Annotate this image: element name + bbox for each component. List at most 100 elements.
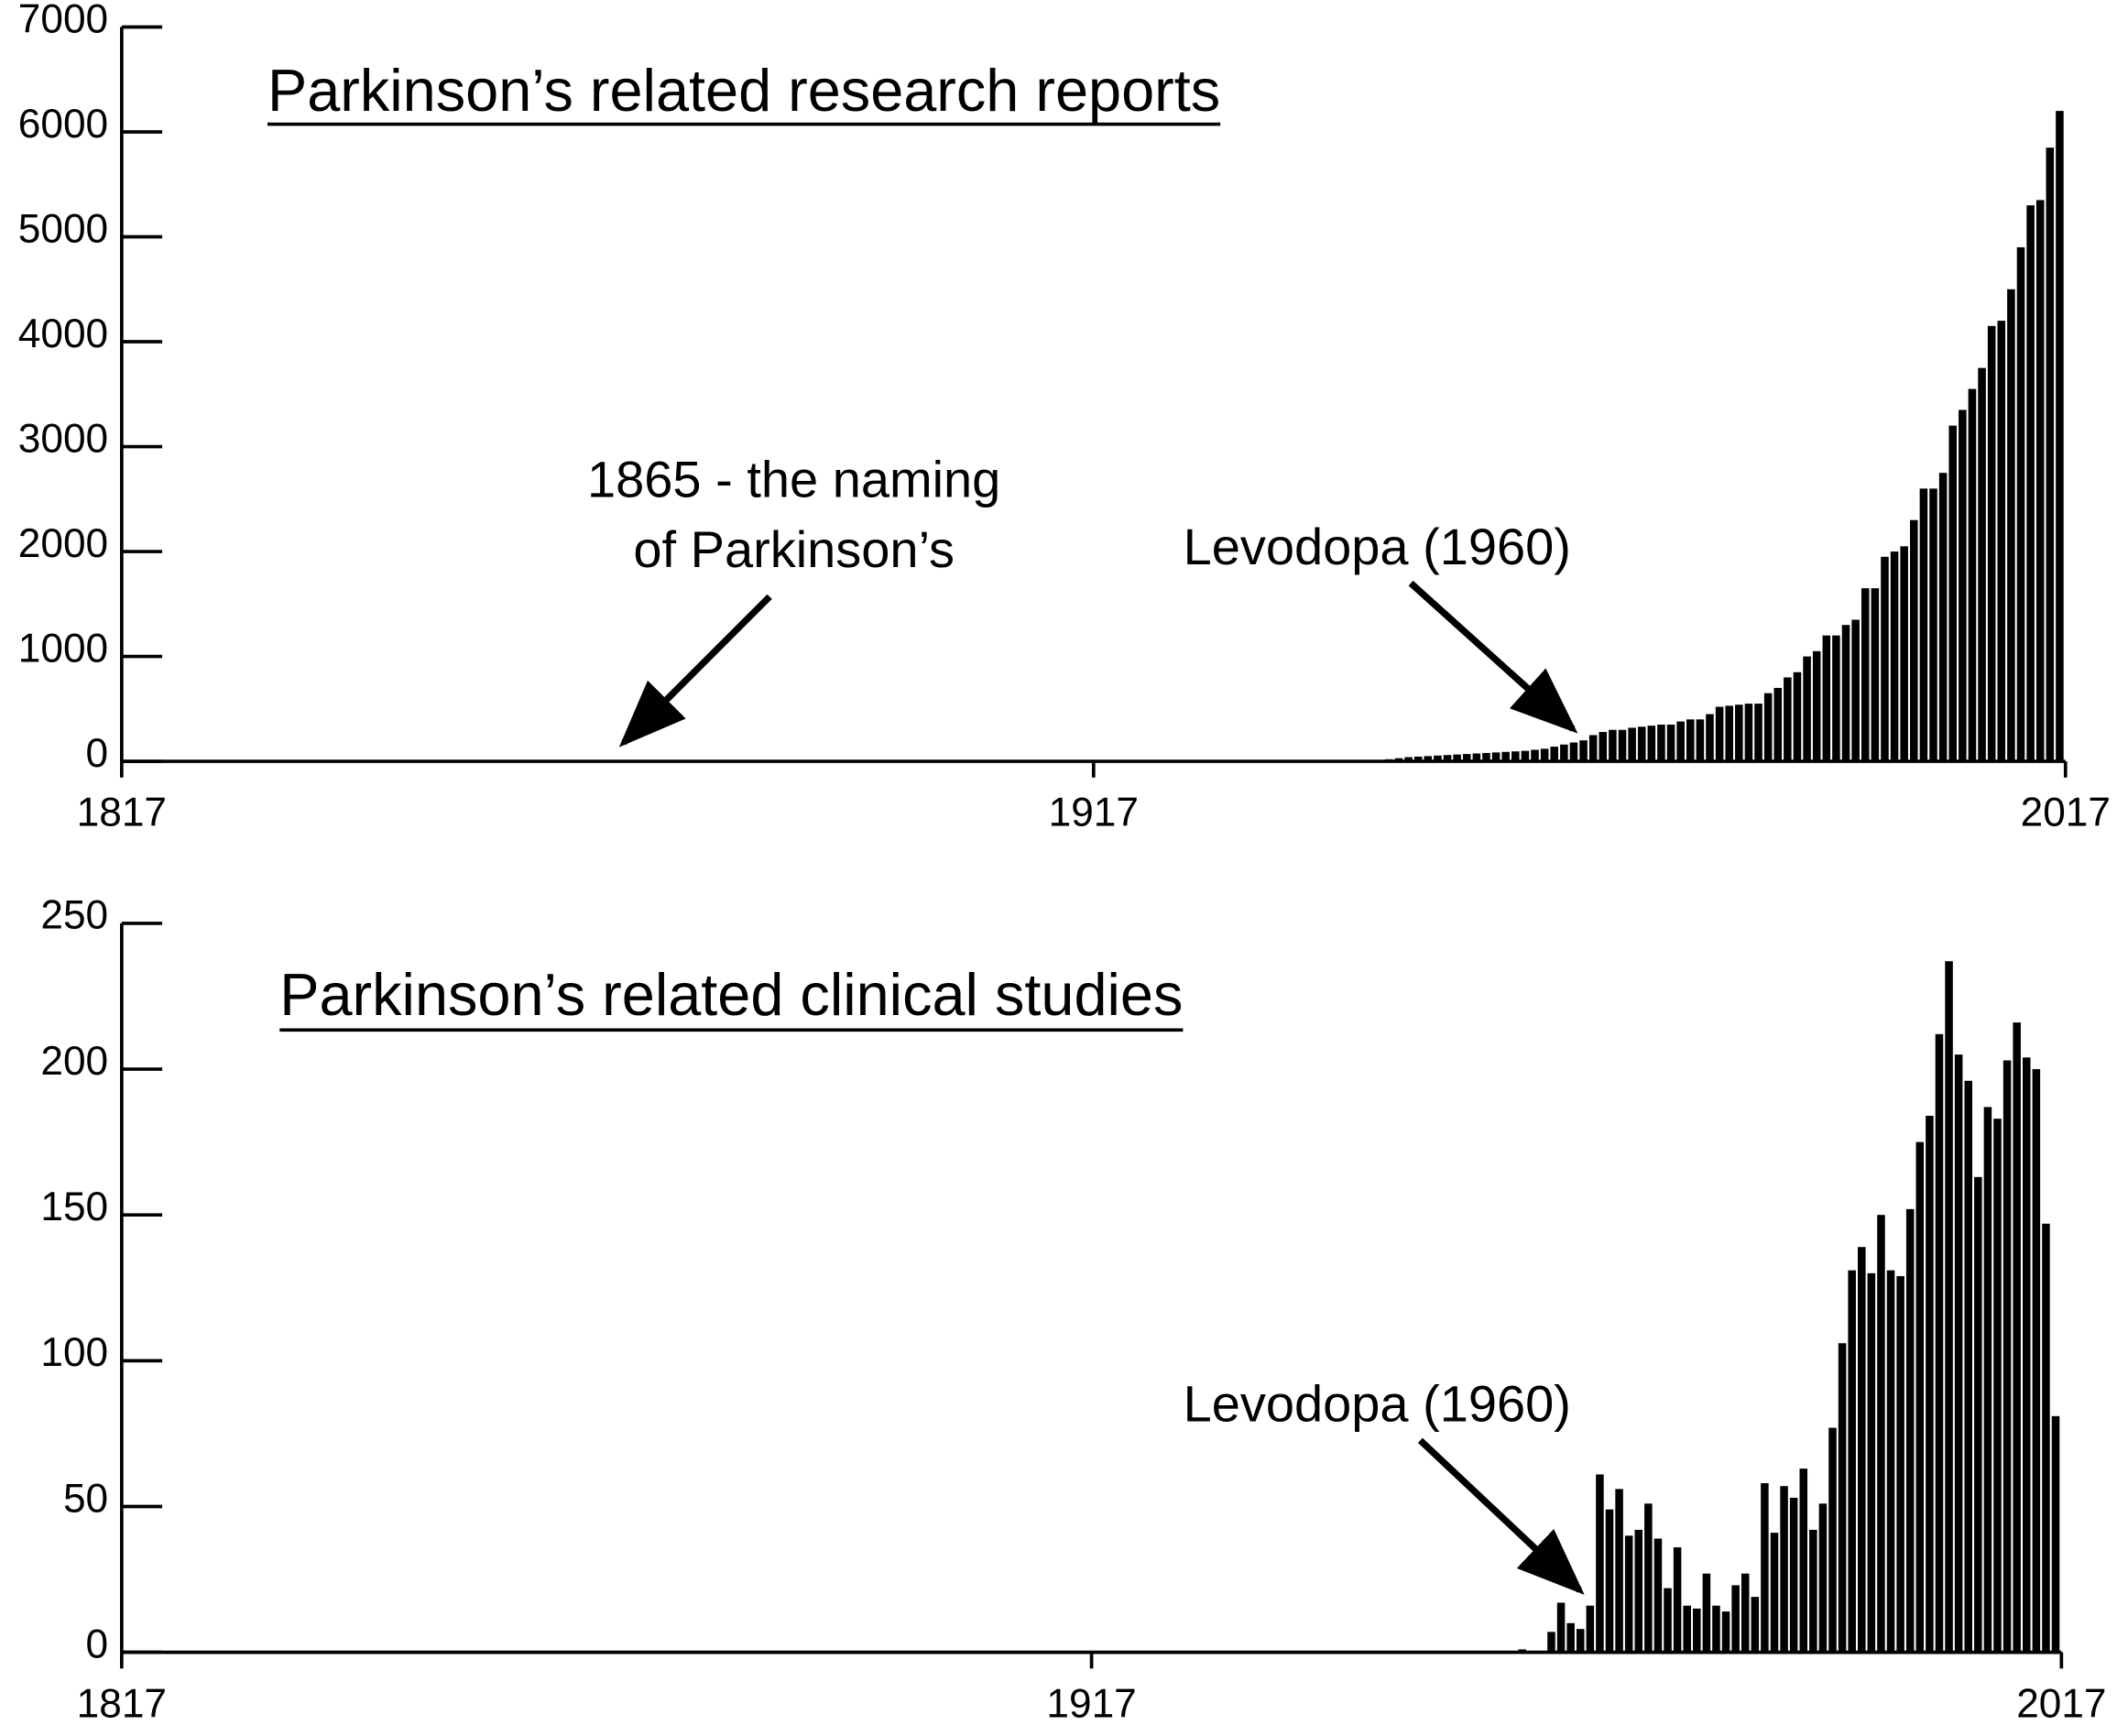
bar xyxy=(1696,719,1705,762)
x-tick-label: 2017 xyxy=(2021,791,2111,835)
chart-title: Parkinson’s related research reports xyxy=(267,57,1220,124)
x-tick-label: 1917 xyxy=(1046,1681,1136,1726)
bar xyxy=(2032,1069,2041,1653)
bar xyxy=(1968,388,1977,762)
bar xyxy=(1618,729,1627,762)
bar xyxy=(1653,1538,1663,1653)
bar xyxy=(1770,1533,1779,1653)
bar xyxy=(1848,1270,1856,1653)
y-tick-label: 1000 xyxy=(18,626,108,671)
bar xyxy=(1896,1276,1904,1653)
bar xyxy=(1644,1503,1653,1653)
bar xyxy=(1556,1602,1566,1653)
bar xyxy=(1945,961,1953,1653)
bar xyxy=(1867,1272,1876,1653)
bar xyxy=(1609,729,1617,762)
bar xyxy=(1744,704,1753,762)
bar xyxy=(1731,1585,1740,1653)
x-tick-label: 1817 xyxy=(77,1681,167,1726)
y-tick-label: 50 xyxy=(63,1476,108,1521)
bar xyxy=(1394,758,1403,762)
bar xyxy=(1673,1547,1682,1653)
bar xyxy=(1773,687,1783,762)
bar xyxy=(1462,754,1471,762)
bar xyxy=(1954,1054,1963,1653)
bar xyxy=(1978,367,1986,762)
bar xyxy=(2016,246,2025,762)
x-tick-label: 1817 xyxy=(77,791,167,835)
bar xyxy=(1926,1115,1934,1653)
bar xyxy=(1615,1489,1623,1653)
bar xyxy=(1624,1535,1633,1653)
bar xyxy=(2046,147,2055,762)
bar xyxy=(1443,755,1452,762)
bar xyxy=(1983,1107,1992,1653)
bar xyxy=(1964,1080,1973,1653)
bar xyxy=(1540,748,1549,762)
bar xyxy=(1851,619,1860,762)
bar xyxy=(1628,727,1636,762)
bar xyxy=(1799,1469,1808,1653)
bar xyxy=(1404,757,1413,762)
y-tick-label: 150 xyxy=(40,1185,108,1229)
bar xyxy=(1434,755,1442,762)
bar xyxy=(1501,751,1510,762)
bar xyxy=(2035,200,2045,762)
bar xyxy=(1841,625,1850,762)
bar xyxy=(1812,650,1821,762)
bar xyxy=(1910,519,1918,762)
bar xyxy=(1385,759,1393,762)
bar xyxy=(1453,754,1461,762)
bar xyxy=(1521,750,1530,762)
bar xyxy=(1715,706,1724,762)
bar xyxy=(1741,1573,1750,1653)
bar xyxy=(1974,1176,1982,1653)
bar xyxy=(1822,635,1831,762)
bar xyxy=(2023,1057,2031,1653)
bar xyxy=(1588,735,1598,762)
bar xyxy=(1472,753,1481,762)
bar xyxy=(1784,677,1792,762)
bar xyxy=(1702,1573,1711,1653)
bar xyxy=(1793,671,1802,762)
bar xyxy=(1676,721,1685,762)
y-tick-label: 100 xyxy=(40,1330,108,1375)
bar xyxy=(1721,1611,1730,1653)
bar xyxy=(1566,1622,1575,1653)
bar xyxy=(1763,693,1773,762)
bar xyxy=(1550,747,1559,762)
bar xyxy=(1637,726,1646,762)
bar xyxy=(1560,744,1568,762)
annotation: of Parkinson’s xyxy=(633,520,955,578)
bar xyxy=(1547,1632,1555,1653)
bar xyxy=(1919,488,1928,762)
bar xyxy=(1818,1503,1828,1653)
bar xyxy=(1877,1215,1885,1653)
bar xyxy=(1993,1119,2002,1653)
arrow xyxy=(618,594,772,748)
y-tick-label: 4000 xyxy=(18,311,108,356)
y-tick-label: 7000 xyxy=(18,0,108,41)
y-tick-label: 6000 xyxy=(18,102,108,147)
arrow xyxy=(1417,1437,1585,1595)
bar xyxy=(1491,752,1500,762)
bar xyxy=(1569,742,1578,762)
x-tick-label: 2017 xyxy=(2016,1681,2106,1726)
bar xyxy=(1683,1605,1691,1653)
chart-title: Parkinson’s related clinical studies xyxy=(279,961,1183,1028)
y-tick-label: 2000 xyxy=(18,521,108,566)
bar xyxy=(1900,546,1908,762)
bar xyxy=(1751,1597,1760,1653)
bar xyxy=(1948,425,1958,762)
bar xyxy=(1596,1474,1604,1653)
y-tick-label: 0 xyxy=(86,1621,109,1666)
bar xyxy=(1959,409,1967,762)
y-tick-label: 0 xyxy=(86,731,109,776)
y-tick-label: 3000 xyxy=(18,416,108,461)
bar xyxy=(1828,1427,1837,1653)
bar xyxy=(1935,1033,1944,1653)
bar xyxy=(1929,488,1937,762)
bar xyxy=(1686,719,1695,762)
bar xyxy=(1518,1649,1526,1653)
